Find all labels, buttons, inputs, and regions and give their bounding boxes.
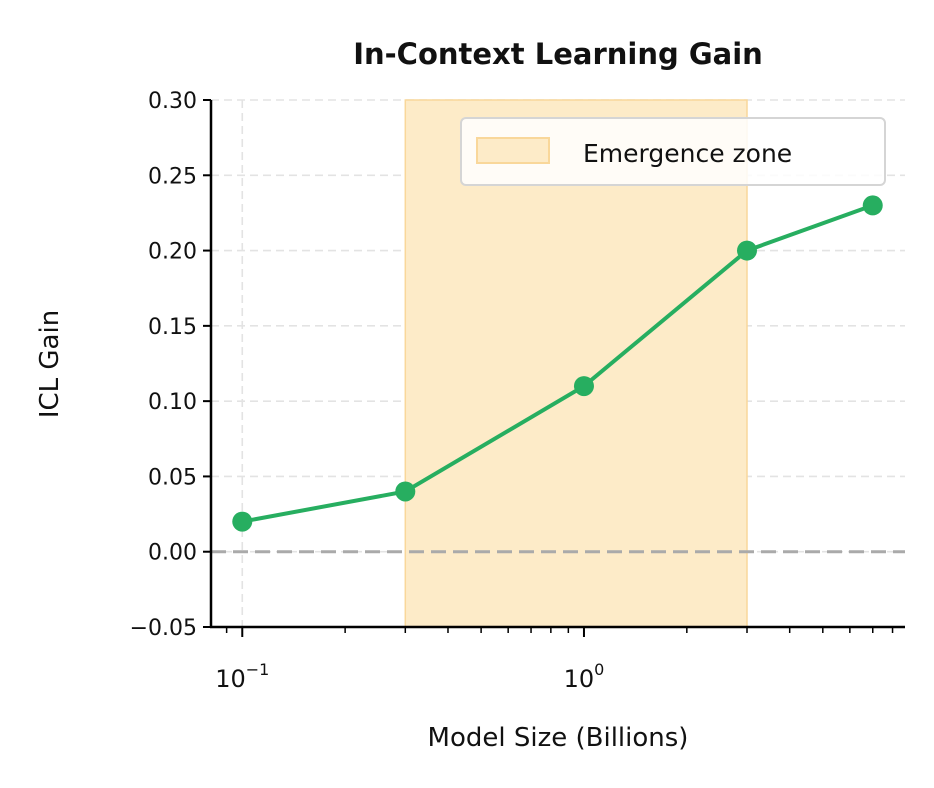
y-tick-label: 0.00 (148, 541, 197, 566)
y-tick-label: −0.05 (130, 616, 197, 641)
y-tick-label: 0.30 (148, 89, 197, 114)
legend-box (460, 117, 886, 186)
ticks: −0.05 0.00 0.05 0.10 0.15 0.20 0.25 0.30 10−1 100 (130, 89, 894, 693)
y-tick-label: 0.10 (148, 390, 197, 415)
data-point (573, 376, 594, 397)
chart-title: In-Context Learning Gain (353, 37, 763, 71)
x-axis-label: Model Size (Billions) (428, 723, 689, 753)
data-point (862, 195, 883, 216)
y-tick-label: 0.20 (148, 240, 197, 265)
emergence-zone (404, 99, 748, 628)
legend-label: Emergence zone (583, 139, 792, 168)
y-tick-label: 0.05 (148, 465, 197, 490)
y-tick-label: 0.25 (148, 164, 197, 189)
y-axis-label: ICL Gain (35, 310, 65, 418)
y-tick-label: 0.15 (148, 315, 197, 340)
series (232, 195, 883, 532)
legend-swatch (476, 137, 550, 164)
data-point (395, 481, 416, 502)
legend: Emergence zone (460, 117, 886, 186)
x-tick-label: 10−1 (215, 660, 269, 693)
shaded-region (404, 99, 748, 628)
data-point (232, 511, 253, 532)
data-point (736, 240, 757, 261)
x-tick-label: 100 (564, 660, 605, 693)
